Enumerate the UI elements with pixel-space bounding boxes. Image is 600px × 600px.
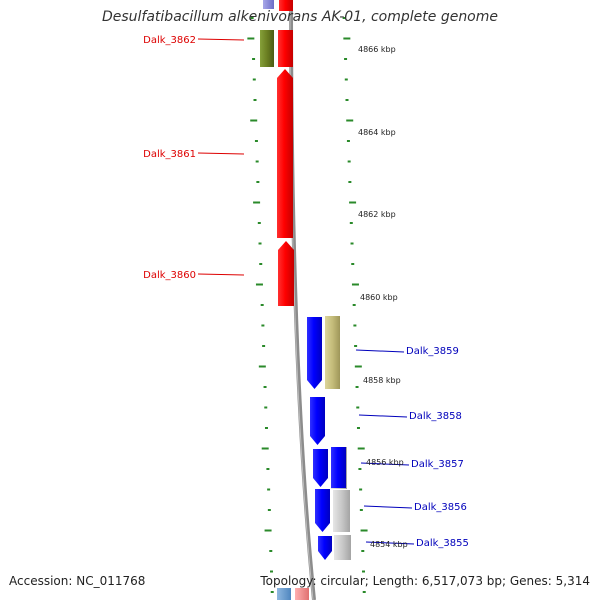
tick-marks <box>247 17 368 593</box>
gene-dalk-3861[interactable] <box>277 69 293 238</box>
feature-block-bottom-steel[interactable] <box>277 588 291 600</box>
gene-dalk-3857[interactable] <box>331 447 346 488</box>
feature-grey-3[interactable] <box>334 535 351 560</box>
callout-line <box>355 349 405 353</box>
callout-line <box>197 152 245 155</box>
gene-features <box>260 0 351 600</box>
gene-label[interactable]: Dalk_3856 <box>414 502 467 513</box>
gene-label[interactable]: Dalk_3862 <box>143 35 196 46</box>
gene-label[interactable]: Dalk_3855 <box>416 538 469 549</box>
callout-line <box>363 505 413 509</box>
scale-labels: 4866 kbp 4864 kbp 4862 kbp 4860 kbp 4858 kbp… <box>358 45 408 549</box>
scale-label: 4866 kbp <box>358 45 396 54</box>
genome-title: Desulfatibacillum alkenivorans AK-01, co… <box>101 9 499 25</box>
feature-olive[interactable] <box>260 30 274 67</box>
gene-dalk-3860[interactable] <box>278 241 294 306</box>
gene-label[interactable]: Dalk_3857 <box>411 459 464 470</box>
gene-dalk-3857-b[interactable] <box>313 449 328 487</box>
gene-label[interactable]: Dalk_3859 <box>406 346 459 357</box>
feature-block-top-red[interactable] <box>279 0 293 11</box>
callout-line <box>365 541 415 545</box>
gene-dalk-3855[interactable] <box>318 536 332 560</box>
scale-label: 4864 kbp <box>358 128 396 137</box>
feature-block-top-purple[interactable] <box>263 0 274 9</box>
gene-label[interactable]: Dalk_3858 <box>409 411 462 422</box>
scale-label: 4854 kbp <box>370 540 408 549</box>
callout-line <box>358 414 408 418</box>
gene-dalk-3859[interactable] <box>307 317 322 389</box>
callout-line <box>360 462 410 466</box>
callout-line <box>197 273 245 276</box>
feature-block-bottom-pink[interactable] <box>295 588 309 600</box>
gene-callouts: Dalk_3862 Dalk_3861 Dalk_3860 Dalk_3859 Dalk… <box>143 35 469 549</box>
gene-label[interactable]: Dalk_3861 <box>143 149 196 160</box>
gene-dalk-3856[interactable] <box>315 489 330 532</box>
topology-label: Topology: circular; Length: 6,517,073 bp… <box>260 574 590 588</box>
scale-label: 4860 kbp <box>360 293 398 302</box>
scale-label: 4856 kbp <box>366 458 404 467</box>
gene-label[interactable]: Dalk_3860 <box>143 270 196 281</box>
gene-dalk-3858[interactable] <box>310 397 325 445</box>
feature-khaki[interactable] <box>325 316 340 389</box>
gene-dalk-3862[interactable] <box>278 30 293 67</box>
scale-label: 4858 kbp <box>363 376 401 385</box>
accession-label: Accession: NC_011768 <box>9 574 146 588</box>
scale-label: 4862 kbp <box>358 210 396 219</box>
feature-grey-2[interactable] <box>333 490 350 532</box>
callout-line <box>197 38 245 41</box>
